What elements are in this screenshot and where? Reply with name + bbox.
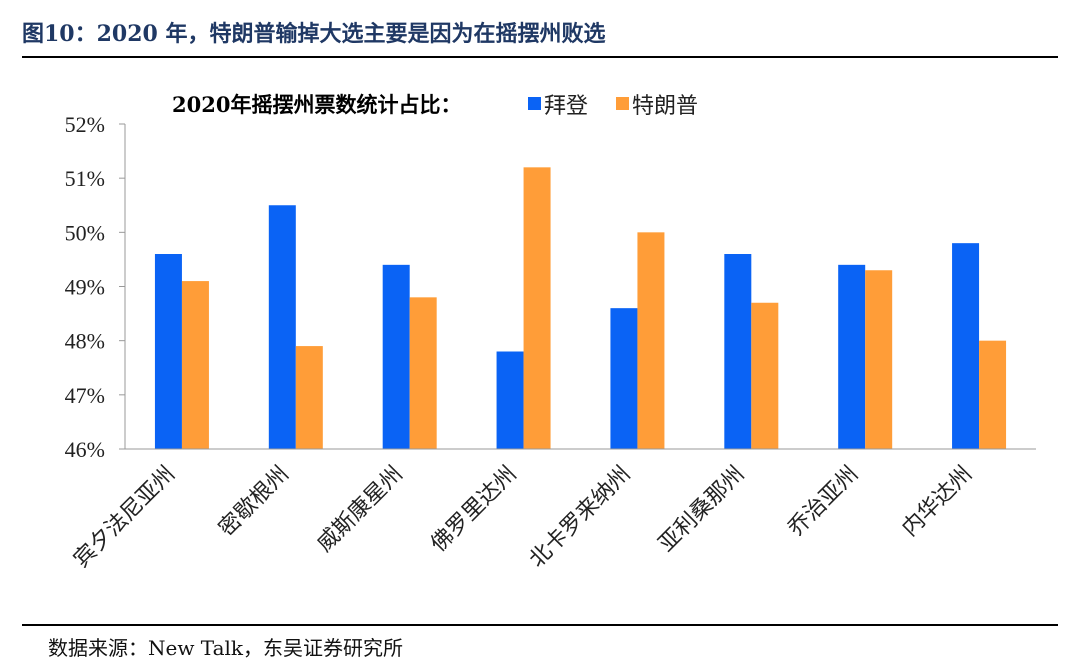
category-label: 亚利桑那州 [654,462,749,557]
y-tick-label: 47% [65,383,105,408]
bar-trump-0 [181,281,209,449]
bars [154,167,1007,450]
legend-label: 拜登 [544,94,588,119]
y-tick-label: 50% [65,220,105,245]
bar-trump-2 [409,297,437,449]
bar-trump-5 [751,302,779,449]
bar-biden-4 [610,308,638,449]
y-tick-label: 46% [65,437,105,462]
category-label: 威斯康星州 [312,462,407,557]
category-label: 佛罗里达州 [426,462,521,557]
bar-trump-7 [979,340,1007,449]
bar-biden-0 [154,254,182,449]
top-rule [22,56,1058,58]
legend-label: 特朗普 [632,94,698,119]
chart-title: 2020年摇摆州票数统计占比： [172,92,461,117]
y-tick-label: 48% [65,329,105,354]
y-tick-label: 52% [65,112,105,137]
bar-chart: 2020年摇摆州票数统计占比： 拜登 特朗普 46% 47% 48% 49% 50% 51%… [65,92,1036,573]
y-tick-label: 49% [65,275,105,300]
legend: 拜登 特朗普 [528,94,698,119]
category-label: 密歇根州 [214,462,294,542]
bar-trump-4 [637,232,665,449]
bar-biden-5 [724,254,752,449]
legend-swatch [528,97,541,110]
legend-swatch [616,97,629,110]
bar-biden-7 [952,243,980,449]
bar-biden-1 [268,205,296,449]
category-label: 北卡罗来纳州 [525,462,636,573]
bar-biden-2 [382,264,410,449]
bottom-rule [22,624,1058,626]
figure-title: 图10：2020 年，特朗普输掉大选主要是因为在摇摆州败选 [22,21,606,47]
bar-biden-3 [496,351,524,449]
category-label: 乔治亚州 [784,462,864,542]
y-tick-label: 51% [65,166,105,191]
bar-trump-6 [865,270,893,449]
source-note: 数据来源：New Talk，东吴证券研究所 [48,636,404,660]
bar-trump-1 [295,346,323,449]
bar-biden-6 [838,264,866,449]
y-axis: 46% 47% 48% 49% 50% 51% 52% [65,112,126,462]
bar-trump-3 [523,167,551,450]
category-label: 宾夕法尼亚州 [69,462,180,573]
category-label: 内华达州 [897,462,977,542]
x-axis: 宾夕法尼亚州 密歇根州 威斯康星州 佛罗里达州 北卡罗来纳州 亚利桑那州 乔治亚州 内华达州 [69,448,1036,573]
